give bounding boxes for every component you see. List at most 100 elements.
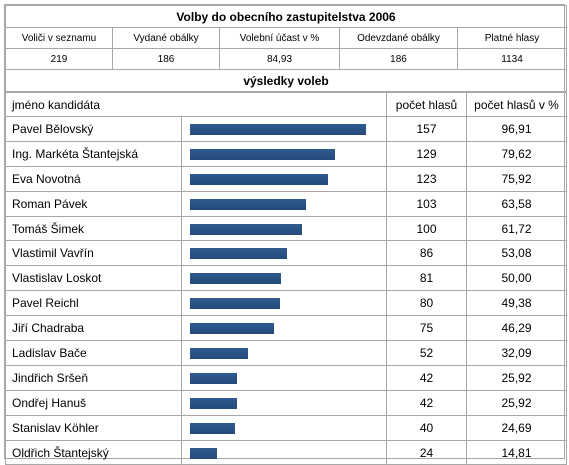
candidate-votes: 42	[386, 389, 467, 416]
vote-bar-cell	[181, 265, 387, 292]
candidate-votes: 80	[386, 290, 467, 317]
candidate-percent: 25,92	[466, 389, 567, 416]
vote-bar-cell	[181, 290, 387, 317]
candidate-name: Pavel Reichl	[5, 290, 182, 317]
candidate-votes: 24	[386, 439, 467, 465]
candidate-percent: 25,92	[466, 364, 567, 391]
table-row: Tomáš Šimek 100 61,72	[5, 215, 567, 242]
stat-header: Platné hlasy	[456, 27, 568, 49]
candidate-percent: 50,00	[466, 265, 567, 292]
candidate-votes: 100	[386, 215, 467, 242]
stat-header: Odevzdané obálky	[339, 27, 458, 49]
vote-bar	[190, 422, 235, 434]
candidate-name: Jindřich Sršeň	[5, 364, 182, 391]
vote-bar-cell	[181, 315, 387, 342]
candidate-votes: 40	[386, 414, 467, 441]
vote-bar	[190, 148, 335, 160]
election-results-frame: Volby do obecního zastupitelstva 2006 Vo…	[4, 4, 568, 465]
candidate-votes: 103	[386, 190, 467, 217]
vote-bar	[190, 273, 281, 285]
vote-bar-cell	[181, 364, 387, 391]
vote-bar	[190, 124, 366, 135]
candidate-votes: 81	[386, 265, 467, 292]
table-row: Vlastislav Loskot 81 50,00	[5, 265, 567, 292]
candidate-name: Eva Novotná	[5, 165, 182, 192]
vote-bar-cell	[181, 240, 387, 267]
vote-bar	[190, 447, 217, 459]
stat-value: 84,93	[219, 48, 340, 70]
candidate-name: Ladislav Bače	[5, 340, 182, 366]
vote-bar-cell	[181, 414, 387, 441]
candidate-name: Oldřich Štantejský	[5, 439, 182, 465]
table-row: Vlastimil Vavřín 86 53,08	[5, 240, 567, 267]
candidate-name: Stanislav Köhler	[5, 414, 182, 441]
candidate-name: Pavel Bělovský	[5, 116, 182, 142]
vote-bar-cell	[181, 116, 387, 142]
candidate-percent: 14,81	[466, 439, 567, 465]
vote-bar-cell	[181, 340, 387, 366]
column-header-name: jméno kandidáta	[5, 92, 387, 117]
column-header-votes: počet hlasů	[386, 92, 467, 117]
vote-bar	[190, 323, 274, 335]
candidate-name: Roman Pávek	[5, 190, 182, 217]
vote-bar-cell	[181, 439, 387, 465]
candidate-name: Ondřej Hanuš	[5, 389, 182, 416]
candidate-name: Vlastimil Vavřín	[5, 240, 182, 267]
candidate-votes: 42	[386, 364, 467, 391]
vote-bar	[190, 397, 237, 409]
vote-bar	[190, 348, 248, 360]
page-title: Volby do obecního zastupitelstva 2006	[4, 5, 568, 28]
candidate-percent: 61,72	[466, 215, 567, 242]
candidate-percent: 96,91	[466, 116, 567, 142]
candidate-percent: 49,38	[466, 290, 567, 317]
stat-header: Volební účast v %	[219, 27, 340, 49]
table-row: Ladislav Bače 52 32,09	[5, 340, 567, 366]
table-row: Stanislav Köhler 40 24,69	[5, 414, 567, 441]
table-row: Ing. Markéta Štantejská 129 79,62	[5, 140, 567, 167]
table-row: Pavel Reichl 80 49,38	[5, 290, 567, 317]
candidate-percent: 53,08	[466, 240, 567, 267]
candidate-votes: 86	[386, 240, 467, 267]
results-table: jméno kandidáta počet hlasů počet hlasů …	[5, 92, 567, 465]
candidate-votes: 123	[386, 165, 467, 192]
vote-bar	[190, 248, 287, 260]
candidate-percent: 24,69	[466, 414, 567, 441]
candidate-votes: 75	[386, 315, 467, 342]
candidate-percent: 79,62	[466, 140, 567, 167]
table-row: Jindřich Sršeň 42 25,92	[5, 364, 567, 391]
vote-bar-cell	[181, 165, 387, 192]
candidate-percent: 75,92	[466, 165, 567, 192]
candidate-percent: 63,58	[466, 190, 567, 217]
column-header-percent: počet hlasů v %	[466, 92, 567, 117]
results-title: výsledky voleb	[4, 69, 568, 92]
table-row: Ondřej Hanuš 42 25,92	[5, 389, 567, 416]
table-row: Pavel Bělovský 157 96,91	[5, 116, 567, 142]
vote-bar-cell	[181, 215, 387, 242]
vote-bar	[190, 223, 302, 235]
candidate-votes: 52	[386, 340, 467, 366]
table-row: Roman Pávek 103 63,58	[5, 190, 567, 217]
vote-bar	[190, 372, 237, 384]
candidate-percent: 32,09	[466, 340, 567, 366]
table-row: Eva Novotná 123 75,92	[5, 165, 567, 192]
candidate-votes: 157	[386, 116, 467, 142]
vote-bar-cell	[181, 140, 387, 167]
stat-value: 186	[112, 48, 220, 70]
table-row: Oldřich Štantejský 24 14,81	[5, 439, 567, 465]
table-row: Jiří Chadraba 75 46,29	[5, 315, 567, 342]
vote-bar-cell	[181, 190, 387, 217]
candidate-name: Ing. Markéta Štantejská	[5, 140, 182, 167]
candidate-name: Vlastislav Loskot	[5, 265, 182, 292]
stat-value: 219	[5, 48, 113, 70]
stat-header: Vydané obálky	[112, 27, 220, 49]
candidate-votes: 129	[386, 140, 467, 167]
vote-bar	[190, 198, 306, 210]
stat-value: 186	[339, 48, 458, 70]
vote-bar	[190, 298, 280, 310]
stat-value: 1134	[456, 48, 568, 70]
vote-bar	[190, 173, 328, 185]
stat-header: Voliči v seznamu	[5, 27, 113, 49]
vote-bar-cell	[181, 389, 387, 416]
candidate-percent: 46,29	[466, 315, 567, 342]
candidate-name: Tomáš Šimek	[5, 215, 182, 242]
